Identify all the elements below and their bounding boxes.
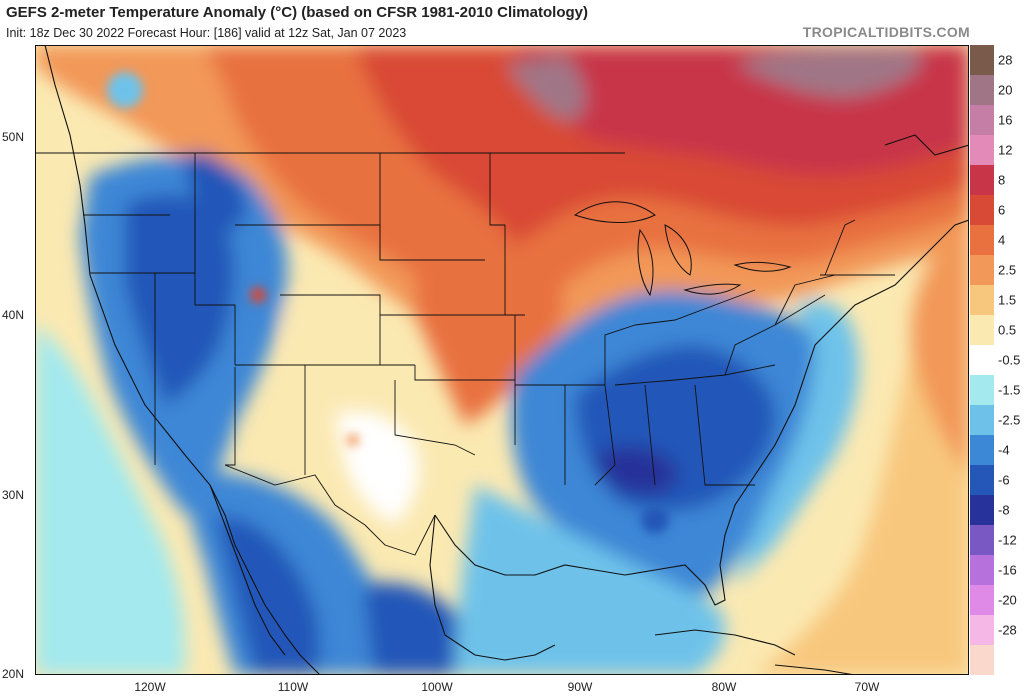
map-frame xyxy=(35,45,969,675)
colorbar-swatch xyxy=(970,255,994,286)
lon-label-120w: 120W xyxy=(134,680,166,694)
lon-label-70w: 70W xyxy=(854,680,880,694)
map-title: GEFS 2-meter Temperature Anomaly (°C) (b… xyxy=(6,4,588,21)
lon-label-110w: 110W xyxy=(277,680,309,694)
lat-label-50n: 50N xyxy=(2,130,25,144)
colorbar-swatch xyxy=(970,435,994,466)
colorbar-swatch xyxy=(970,375,994,406)
lon-label-90w: 90W xyxy=(567,680,593,694)
colorbar-label: -28 xyxy=(998,622,1017,638)
colorbar-label: 0.5 xyxy=(998,322,1017,338)
colorbar-label: 20 xyxy=(998,82,1013,98)
colorbar-label: 16 xyxy=(998,112,1013,128)
colorbar-swatch xyxy=(970,405,994,436)
colorbar-label: 6 xyxy=(998,202,1006,218)
colorbar-swatch xyxy=(970,585,994,616)
colorbar-swatch xyxy=(970,75,994,106)
colorbar-label: -2.5 xyxy=(998,412,1021,428)
anomaly-detail xyxy=(107,72,669,534)
colorbar-swatch xyxy=(970,135,994,166)
colorbar-label: 4 xyxy=(998,232,1006,248)
colorbar-swatch xyxy=(970,345,994,376)
colorbar-label: 2.5 xyxy=(998,262,1017,278)
brand-watermark: TROPICALTIDBITS.COM xyxy=(802,24,970,40)
lon-label-80w: 80W xyxy=(711,680,737,694)
lat-label-40n: 40N xyxy=(2,308,25,322)
anomaly-field xyxy=(35,45,969,675)
colorbar-swatch xyxy=(970,315,994,346)
colorbar-label: -4 xyxy=(998,442,1010,458)
colorbar-label: -16 xyxy=(998,562,1017,578)
colorbar-swatch xyxy=(970,525,994,556)
colorbar-label: 8 xyxy=(998,172,1006,188)
colorbar-label: -1.5 xyxy=(998,382,1021,398)
colorbar-swatch xyxy=(970,45,994,76)
colorbar-swatch xyxy=(970,615,994,646)
colorbar-swatch xyxy=(970,225,994,256)
colorbar-swatch xyxy=(970,285,994,316)
colorbar-label: 12 xyxy=(998,142,1013,158)
colorbar-swatch xyxy=(970,105,994,136)
colorbar-swatch xyxy=(970,645,994,675)
colorbar-swatch xyxy=(970,165,994,196)
lon-label-100w: 100W xyxy=(421,680,453,694)
colorbar-label: -6 xyxy=(998,472,1010,488)
header: GEFS 2-meter Temperature Anomaly (°C) (b… xyxy=(0,0,1024,44)
colorbar-label: -12 xyxy=(998,532,1017,548)
colorbar-swatch xyxy=(970,555,994,586)
colorbar-label: 28 xyxy=(998,52,1013,68)
colorbar-label: -8 xyxy=(998,502,1010,518)
great-lakes xyxy=(573,201,792,297)
coastlines xyxy=(44,45,969,675)
lat-label-30n: 30N xyxy=(2,488,25,502)
colorbar-label: 1.5 xyxy=(998,292,1017,308)
lat-label-20n: 20N xyxy=(2,667,25,681)
temperature-anomaly-map xyxy=(35,45,969,675)
colorbar-swatch xyxy=(970,495,994,526)
colorbar-swatch xyxy=(970,195,994,226)
state-borders xyxy=(35,152,895,556)
map-subtitle: Init: 18z Dec 30 2022 Forecast Hour: [18… xyxy=(6,26,407,40)
colorbar-label: -0.5 xyxy=(998,352,1021,368)
colorbar-label: -20 xyxy=(998,592,1017,608)
colorbar: 28 20 16 12 8 6 4 2.5 1.5 0.5 -0.5 -1.5 -2.5 -4 -6 -8 -1… xyxy=(970,45,1024,675)
colorbar-swatch xyxy=(970,465,994,496)
